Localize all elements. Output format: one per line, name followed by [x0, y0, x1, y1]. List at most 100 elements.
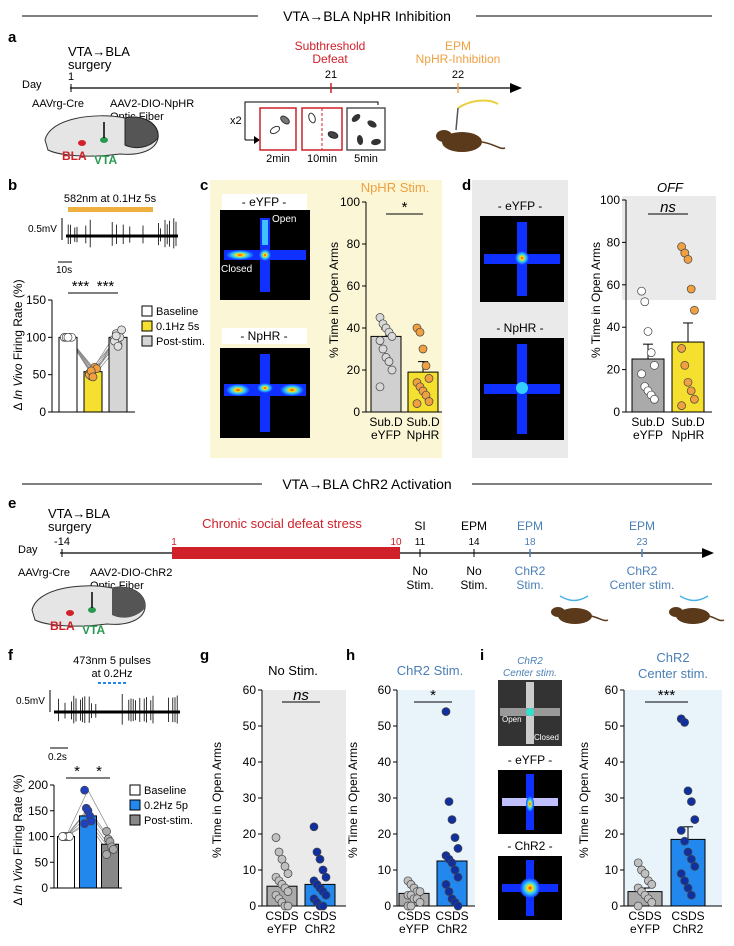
g-point [321, 872, 331, 882]
e-epm3: EPM [629, 519, 655, 533]
e-si: SI [414, 519, 425, 533]
h-category-label: CSDS [397, 909, 430, 923]
c-point [375, 336, 385, 345]
c-eyfp-label: - eYFP - [242, 195, 286, 209]
f-y-tick-label: 200 [28, 778, 48, 792]
c-point [421, 361, 431, 371]
c-closed-label: Closed [221, 264, 252, 275]
h-y-tick-label: 60 [378, 683, 392, 697]
i-eyfp-label: - eYFP - [508, 753, 552, 767]
panel-b: 582nm at 0.1Hz 5s 0.5mV 10s Δ In Vivo Fi… [11, 193, 205, 419]
h-y-tick-label: 0 [384, 899, 391, 913]
c-point [378, 344, 388, 354]
c-point [384, 357, 394, 366]
h-point [453, 872, 463, 882]
e-epm1: EPM [461, 519, 487, 533]
g-y-tick-label: 20 [243, 827, 257, 841]
panel-d: - eYFP - - NpHR - OFF % Time in Open Arm… [472, 180, 716, 458]
f-y-tick-label: 150 [28, 804, 48, 818]
f-y-tick-label: 100 [28, 830, 48, 844]
g-point [271, 833, 281, 842]
c-category-label: NpHR [407, 428, 440, 442]
h-y-tick-label: 10 [378, 863, 392, 877]
h-point [447, 858, 457, 868]
e-epm2-sub1: ChR2 [515, 564, 546, 578]
d-point [677, 401, 686, 410]
d-y-tick-label: 0 [613, 405, 620, 419]
c-point [412, 399, 422, 408]
g-point [274, 847, 284, 857]
b-scale-t: 10s [56, 265, 72, 276]
d-sig-label: ns [660, 199, 676, 216]
h-title: ChR2 Stim. [397, 663, 463, 678]
d-point [650, 394, 659, 404]
i-point [680, 718, 689, 727]
panel-g: No Stim. % Time in Open Arms 0 10 20 30 40 50… [210, 663, 346, 936]
e-epm3-sub2: Center stim. [610, 578, 675, 592]
i-y-tick-label: 50 [605, 719, 619, 733]
i-point [640, 869, 650, 878]
e-surgery-line1: VTA→BLA [48, 506, 110, 521]
f-legend: Baseline 0.2Hz 5p Post-stim. [129, 784, 193, 827]
b-legend-stim: 0.1Hz 5s [156, 321, 200, 333]
g-category-label: ChR2 [305, 922, 336, 936]
b-legend: Baseline 0.1Hz 5s Post-stim. [141, 305, 205, 348]
b-trace [66, 218, 178, 249]
a-surgery-line2: surgery [68, 57, 112, 72]
a-epm-line2: NpHR-Inhibition [416, 52, 501, 66]
f-point [80, 819, 89, 828]
a-virus1: AAVrg-Cre [32, 98, 84, 110]
c-y-tick-label: 20 [347, 363, 361, 377]
d-point [637, 286, 646, 296]
h-point [441, 707, 451, 716]
a-time-10min: 10min [307, 153, 337, 165]
b-ylabel: Δ In Vivo Firing Rate (%) [11, 279, 25, 410]
g-y-tick-label: 50 [243, 719, 257, 733]
b-stim-bar [68, 207, 153, 212]
a-repeat: x2 [230, 115, 242, 127]
b-y-tick-label: 150 [26, 293, 46, 307]
c-open-label: Open [272, 214, 296, 225]
f-sig-label: * [74, 763, 80, 780]
h-point [447, 815, 457, 824]
e-surgery-line2: surgery [48, 519, 92, 534]
d-point [683, 377, 693, 387]
d-y-tick-label: 40 [607, 320, 621, 334]
e-epm1-sub1: No [466, 564, 482, 578]
i-point [647, 898, 657, 907]
panel-letter-h: h [346, 647, 355, 664]
h-point [444, 797, 454, 806]
h-point [406, 901, 416, 911]
i-y-tick-label: 40 [605, 755, 619, 769]
a-surgery-line1: VTA→BLA [68, 44, 130, 59]
f-point [102, 826, 111, 836]
c-eyfp-label-box [222, 194, 307, 210]
b-point [117, 325, 126, 335]
g-point [309, 822, 319, 832]
e-day-m14: -14 [54, 536, 70, 548]
d-category-label: NpHR [672, 428, 705, 442]
h-point [415, 898, 425, 907]
i-category-label: eYFP [630, 922, 660, 936]
i-title-line1: ChR2 [656, 650, 689, 665]
brain-illustration-e: BLA VTA [31, 585, 146, 637]
c-title: NpHR Stim. [361, 180, 430, 195]
f-point [109, 845, 118, 854]
h-category-label: CSDS [435, 909, 468, 923]
h-point [441, 880, 451, 889]
panel-letter-a: a [8, 29, 17, 46]
d-y-tick-label: 60 [607, 278, 621, 292]
f-scale-t: 0.2s [48, 752, 67, 763]
g-ylabel: % Time in Open Arms [210, 742, 224, 858]
e-epm1-sub2: Stim. [460, 578, 487, 592]
b-y-tick-label: 0 [39, 405, 46, 419]
b-y-tick-label: 50 [33, 368, 47, 382]
c-category-label: Sub.D [369, 415, 403, 429]
panel-letter-f: f [8, 647, 14, 664]
h-point [450, 865, 460, 875]
b-legend-baseline: Baseline [156, 306, 198, 318]
